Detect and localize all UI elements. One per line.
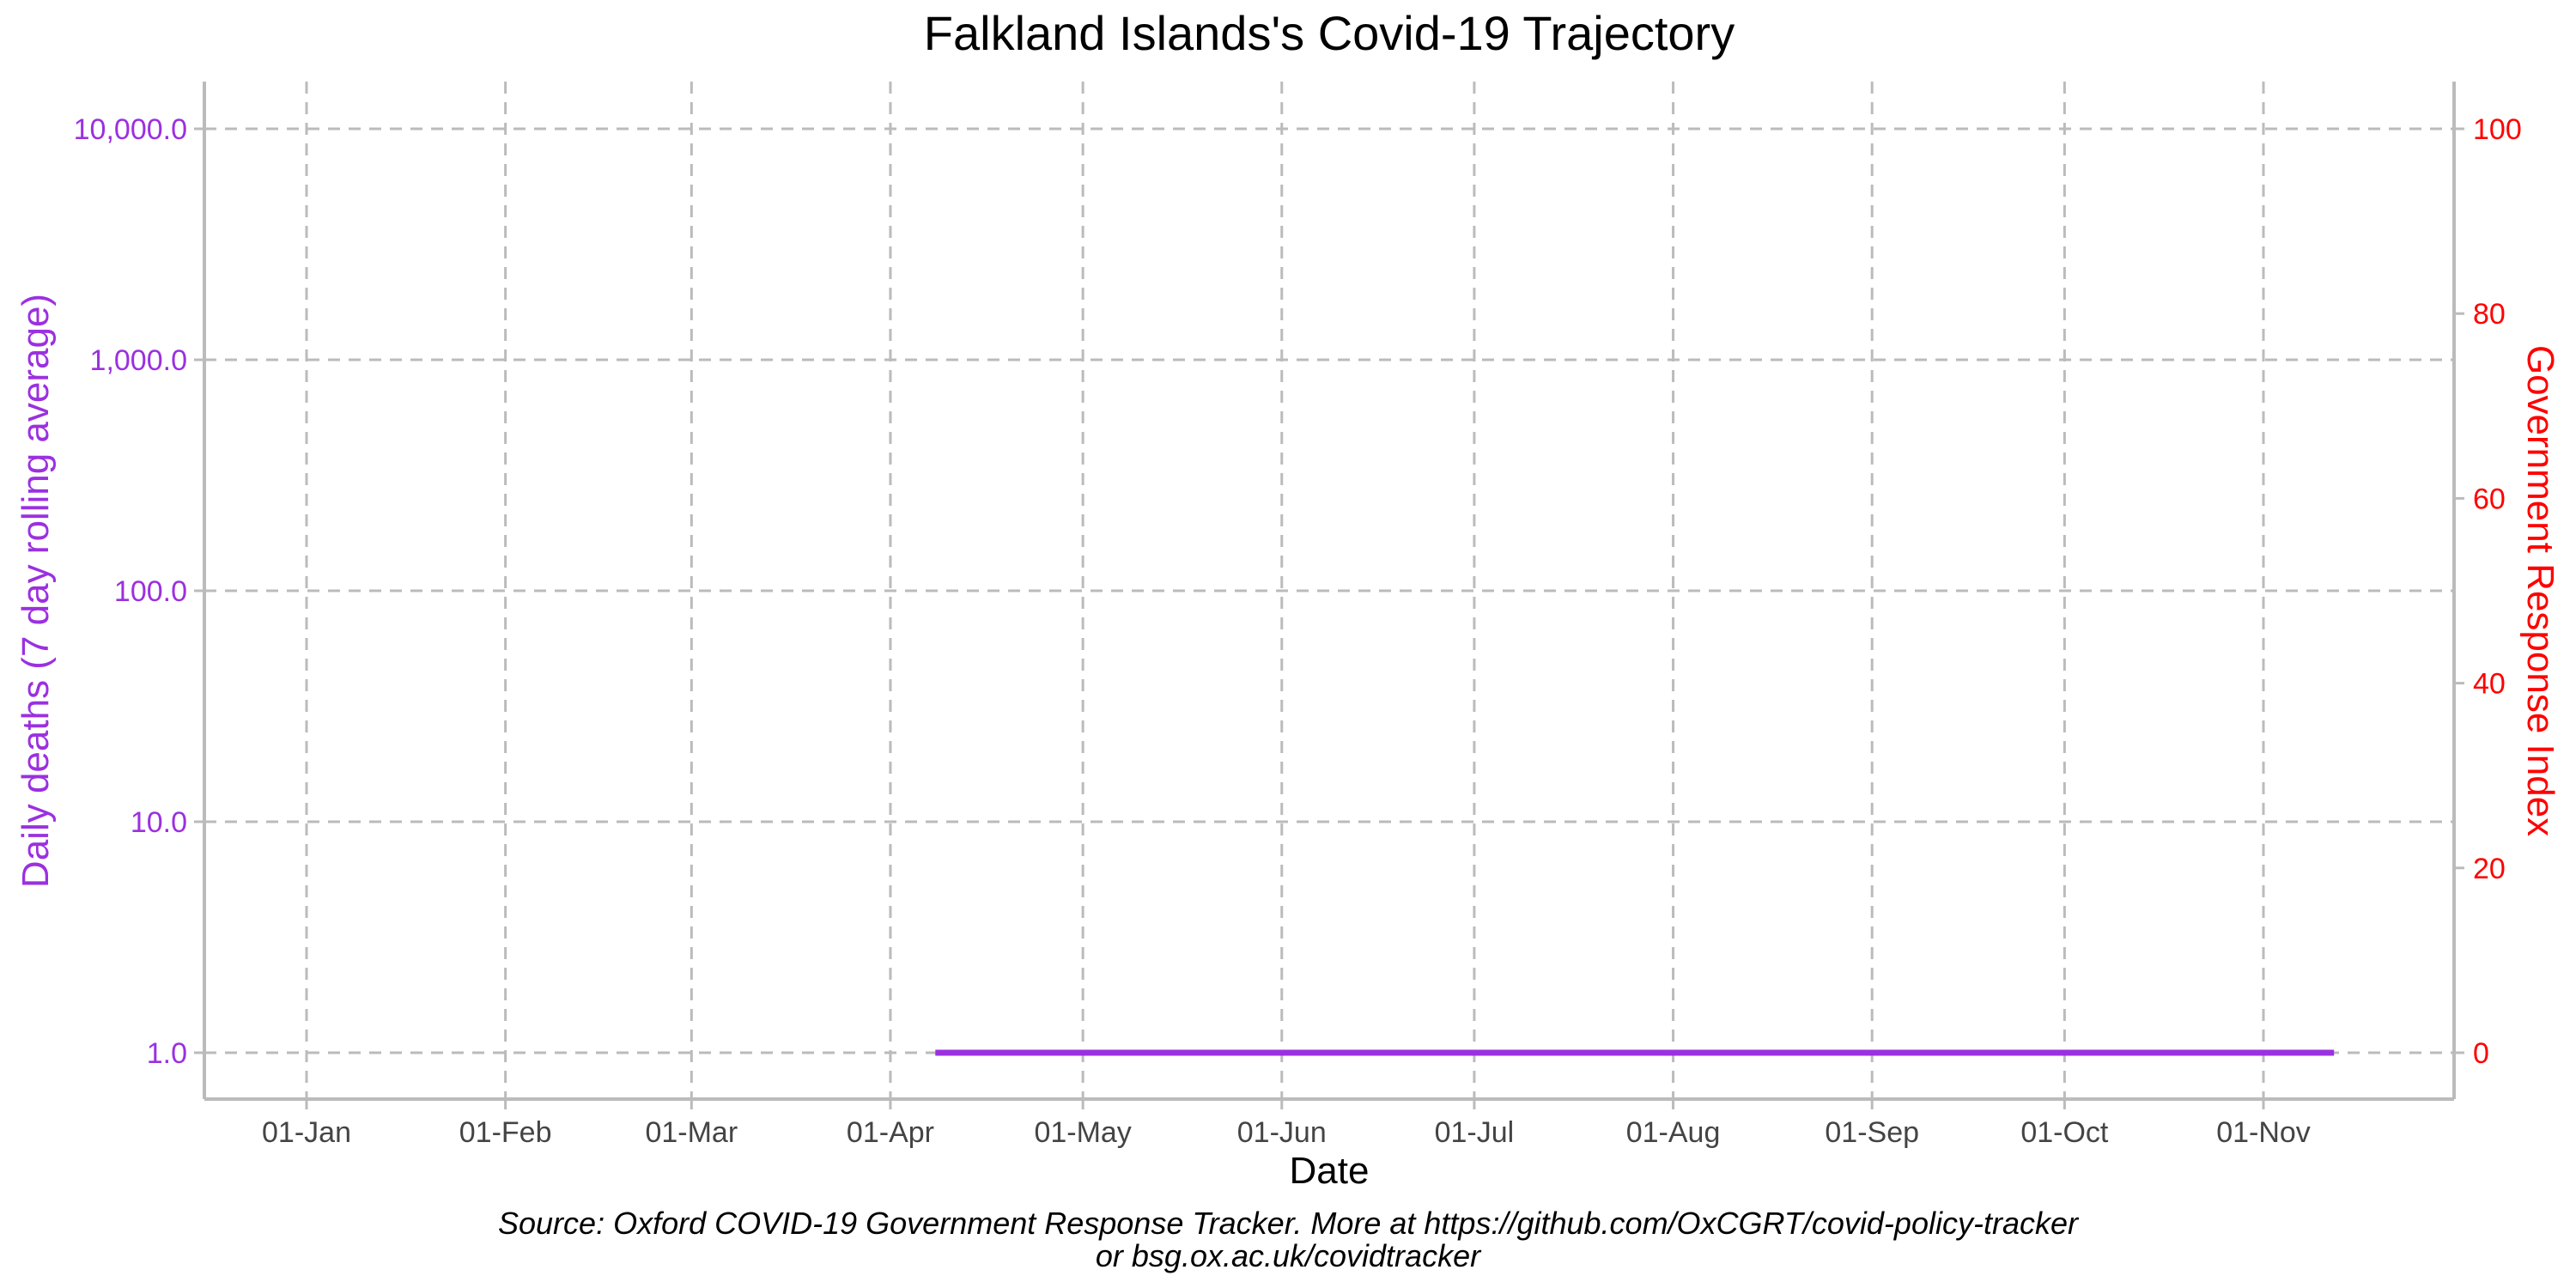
y2-tick-label: 0 — [2473, 1037, 2489, 1070]
source-caption-line-1: Source: Oxford COVID-19 Government Respo… — [498, 1206, 2078, 1241]
x-tick-label: 01-Sep — [1825, 1116, 1919, 1149]
y2-tick-label: 60 — [2473, 483, 2506, 515]
y-axis-title: Daily deaths (7 day rolling average) — [15, 294, 57, 888]
y2-tick-label: 20 — [2473, 853, 2506, 885]
x-tick-label: 01-Jul — [1435, 1116, 1515, 1149]
y2-axis-title: Government Response Index — [2519, 345, 2561, 836]
x-tick-label: 01-Aug — [1626, 1116, 1721, 1149]
x-tick-label: 01-Oct — [2020, 1116, 2109, 1149]
x-tick-label: 01-Nov — [2216, 1116, 2311, 1149]
y2-tick-label: 80 — [2473, 298, 2506, 331]
x-tick-label: 01-Apr — [847, 1116, 934, 1149]
x-tick-label: 01-Mar — [645, 1116, 738, 1149]
y-tick-label: 1.0 — [147, 1037, 187, 1070]
y-tick-label: 1,000.0 — [90, 344, 187, 377]
ticks: 1.0 10.0 100.0 1,000.0 10,000.0 0 20 40 60 80 100 0… — [74, 113, 2522, 1149]
y2-tick-label: 40 — [2473, 668, 2506, 701]
x-tick-label: 01-Jun — [1237, 1116, 1327, 1149]
x-tick-label: 01-Feb — [459, 1116, 552, 1149]
y2-tick-label: 100 — [2473, 113, 2522, 146]
y-tick-label: 10,000.0 — [74, 113, 187, 146]
x-tick-label: 01-Jan — [262, 1116, 351, 1149]
y-tick-label: 100.0 — [114, 575, 187, 608]
source-caption-line-2: or bsg.ox.ac.uk/covidtracker — [1095, 1238, 1481, 1273]
x-tick-label: 01-May — [1034, 1116, 1131, 1149]
grid — [204, 82, 2454, 1099]
x-axis-title: Date — [1290, 1150, 1370, 1192]
chart-title: Falkland Islands's Covid-19 Trajectory — [924, 6, 1735, 60]
y-tick-label: 10.0 — [131, 806, 187, 839]
